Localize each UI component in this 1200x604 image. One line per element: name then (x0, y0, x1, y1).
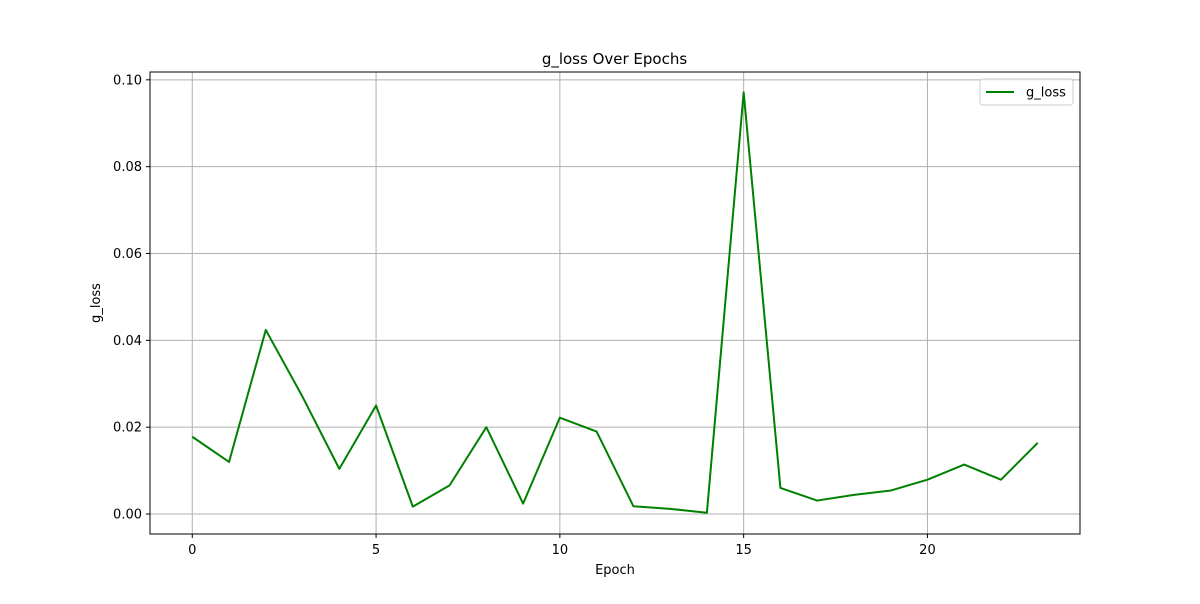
y-tick-label: 0.00 (113, 508, 142, 523)
legend-box (979, 78, 1074, 106)
y-tick-label: 0.10 (113, 73, 142, 88)
series-layer (191, 91, 1039, 514)
legend-label: g_loss (1026, 86, 1066, 101)
y-axis: 0.00 0.02 0.04 0.06 0.08 0.10 (113, 73, 150, 523)
y-axis-label: g_loss (89, 283, 104, 323)
x-axis: 0 5 10 15 20 (188, 534, 936, 558)
y-tick-label: 0.04 (113, 334, 142, 349)
series-line-g-loss (191, 91, 1039, 514)
x-axis-label: Epoch (595, 563, 635, 578)
y-tick-label: 0.02 (113, 421, 142, 436)
grid-lines (150, 72, 1080, 534)
x-tick-label: 5 (372, 543, 380, 558)
y-tick-label: 0.06 (113, 247, 142, 262)
x-tick-label: 10 (552, 543, 569, 558)
x-tick-label: 15 (735, 543, 752, 558)
x-tick-label: 20 (919, 543, 936, 558)
x-tick-label: 0 (188, 543, 196, 558)
chart-title: g_loss Over Epochs (542, 50, 688, 69)
y-tick-label: 0.08 (113, 160, 142, 175)
plot-frame (149, 71, 1081, 535)
legend: g_loss (979, 78, 1074, 106)
